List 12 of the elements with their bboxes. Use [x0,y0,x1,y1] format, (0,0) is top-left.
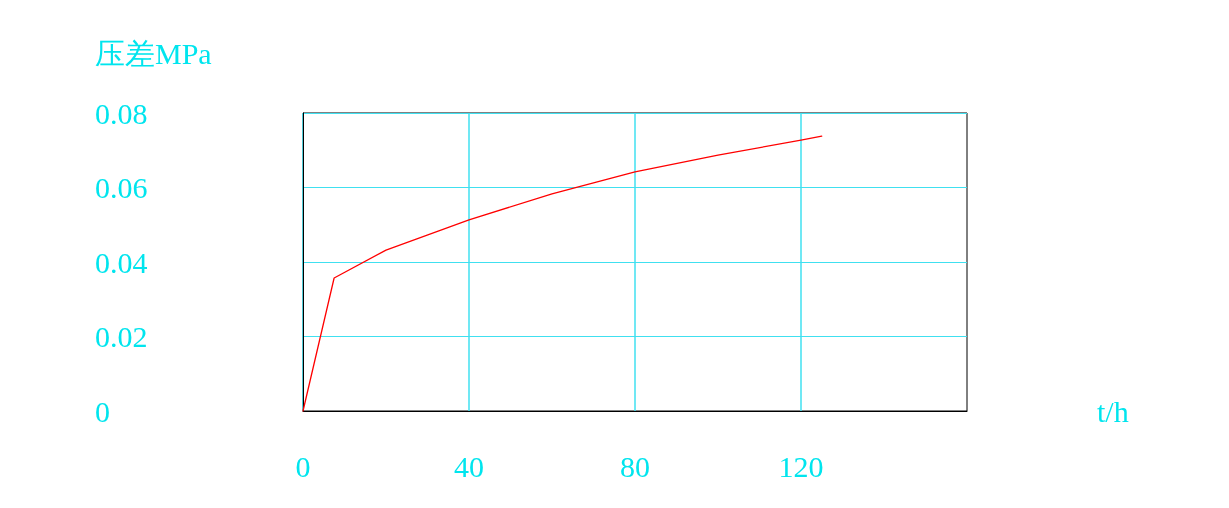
y-tick-label: 0 [95,394,110,428]
y-tick-label: 0.06 [95,171,148,204]
y-tick-label: 0.08 [95,96,148,130]
x-axis-title: t/h [1097,394,1129,428]
y-tick-label: 0.04 [95,245,148,279]
x-tick-label: 0 [295,449,311,483]
y-axis-title: 压差MPa [95,36,212,70]
y-tick-label: 0.02 [95,320,148,353]
x-tick-label: 80 [620,449,650,483]
x-tick-label: 40 [454,449,484,483]
line-series [302,135,823,412]
x-tick-label: 120 [778,449,824,483]
